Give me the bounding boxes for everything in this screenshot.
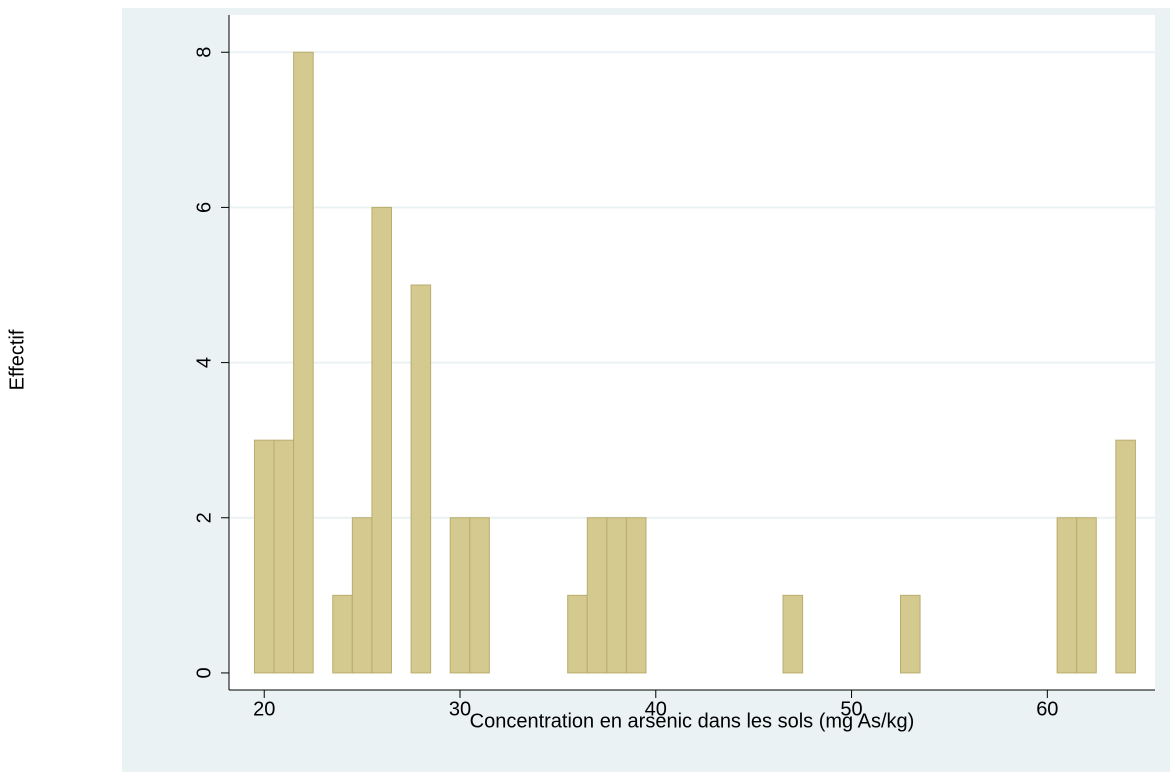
bar <box>410 284 432 674</box>
bar <box>1056 517 1078 674</box>
bar <box>371 206 392 674</box>
y-tick-label: 0 <box>193 667 215 678</box>
x-tick-label: 60 <box>1036 698 1058 720</box>
bar <box>332 594 353 674</box>
bar <box>293 51 314 674</box>
bar <box>351 517 373 674</box>
x-tick-label: 40 <box>645 698 667 720</box>
bar <box>899 594 921 674</box>
bar <box>1076 517 1097 674</box>
bar <box>606 517 627 674</box>
x-tick-label: 30 <box>449 698 471 720</box>
y-tick-label: 4 <box>193 357 215 368</box>
bar <box>567 594 588 674</box>
x-tick-label: 20 <box>253 698 275 720</box>
bar <box>449 517 471 674</box>
bar <box>586 517 608 674</box>
y-tick-label: 6 <box>193 202 215 213</box>
bar <box>1115 439 1136 674</box>
x-tick-label: 50 <box>840 698 862 720</box>
y-tick-label: 2 <box>193 512 215 523</box>
bar <box>273 439 295 674</box>
bar <box>253 439 275 674</box>
bar <box>469 517 490 674</box>
y-axis-label: Effectif <box>6 329 28 390</box>
x-axis-label: Concentration en arsenic dans les sols (… <box>470 710 915 732</box>
bar <box>782 594 804 674</box>
y-tick-label: 8 <box>193 47 215 58</box>
bar <box>625 517 647 674</box>
